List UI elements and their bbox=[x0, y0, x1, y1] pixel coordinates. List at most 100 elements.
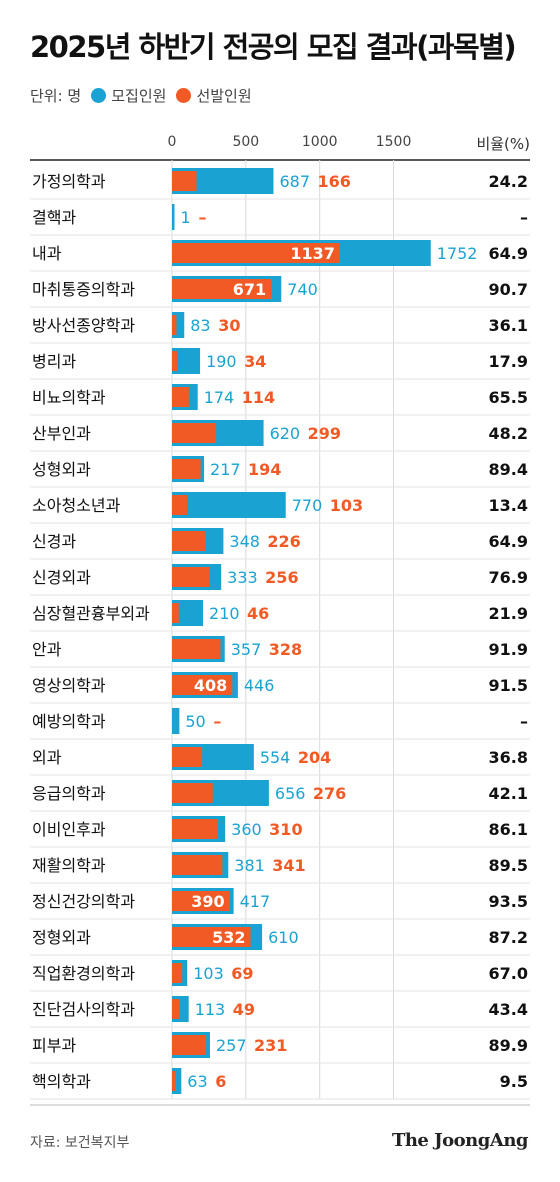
category-label: 진단검사의학과 bbox=[32, 1000, 135, 1019]
recruit-value-label: 113 bbox=[195, 1000, 226, 1019]
selected-value-label: 30 bbox=[218, 316, 240, 335]
selected-bar bbox=[172, 999, 180, 1019]
selected-bar bbox=[172, 351, 178, 371]
category-label: 핵의학과 bbox=[32, 1072, 91, 1091]
selected-bar bbox=[172, 315, 177, 335]
selected-value-label: 276 bbox=[313, 784, 346, 803]
ratio-value: 48.2 bbox=[489, 424, 528, 443]
ratio-value: 36.8 bbox=[489, 748, 528, 767]
ratio-value: 87.2 bbox=[489, 928, 528, 947]
selected-bar bbox=[172, 567, 210, 587]
category-label: 외과 bbox=[32, 748, 62, 767]
recruit-value-label: 1752 bbox=[437, 244, 478, 263]
recruit-value-label: 417 bbox=[240, 892, 271, 911]
selected-value-label: 114 bbox=[242, 388, 275, 407]
chart-title: 2025년 하반기 전공의 모집 결과(과목별) bbox=[30, 30, 517, 64]
selected-value-label: 408 bbox=[194, 676, 227, 695]
category-label: 영상의학과 bbox=[32, 676, 106, 695]
selected-bar bbox=[172, 243, 340, 263]
selected-value-label: 34 bbox=[244, 352, 266, 371]
category-label: 산부인과 bbox=[32, 424, 91, 443]
selected-bar bbox=[172, 747, 203, 767]
selected-value-label: 671 bbox=[233, 280, 266, 299]
ratio-value: 86.1 bbox=[489, 820, 528, 839]
selected-bar bbox=[172, 639, 221, 659]
legend: 단위: 명 모집인원 선발인원 bbox=[30, 85, 252, 106]
ratio-value: – bbox=[520, 712, 528, 731]
recruit-value-label: 174 bbox=[204, 388, 235, 407]
ratio-value: 24.2 bbox=[489, 172, 528, 191]
selected-legend-marker bbox=[176, 88, 192, 103]
selected-legend-label: 선발인원 bbox=[196, 87, 252, 105]
x-tick-label: 500 bbox=[232, 134, 259, 150]
category-label: 예방의학과 bbox=[32, 712, 106, 731]
category-label: 내과 bbox=[32, 244, 62, 263]
ratio-value: 91.9 bbox=[489, 640, 528, 659]
unit-label: 단위: 명 bbox=[30, 87, 82, 105]
selected-bar bbox=[172, 603, 179, 623]
recruit-value-label: 656 bbox=[275, 784, 306, 803]
source-note: 자료: 보건복지부 bbox=[30, 1135, 130, 1151]
recruit-value-label: 217 bbox=[210, 460, 241, 479]
selected-value-label: 390 bbox=[191, 892, 224, 911]
x-tick-label: 1000 bbox=[302, 134, 338, 150]
ratio-value: 76.9 bbox=[489, 568, 528, 587]
category-label: 심장혈관흉부외과 bbox=[32, 604, 150, 623]
recruit-bar bbox=[172, 204, 175, 230]
selected-value-label: 49 bbox=[233, 1000, 255, 1019]
recruit-value-label: 381 bbox=[234, 856, 265, 875]
ratio-value: 43.4 bbox=[489, 1000, 528, 1019]
ratio-value: 89.5 bbox=[489, 856, 528, 875]
selected-bar bbox=[172, 459, 201, 479]
category-label: 성형외과 bbox=[32, 460, 91, 479]
selected-bar bbox=[172, 819, 218, 839]
selected-value-label: 103 bbox=[330, 496, 363, 515]
ratio-value: 91.5 bbox=[489, 676, 528, 695]
recruit-value-label: 687 bbox=[279, 172, 310, 191]
selected-value-label: – bbox=[199, 208, 207, 227]
category-label: 이비인후과 bbox=[32, 820, 106, 839]
ratio-value: 42.1 bbox=[489, 784, 528, 803]
selected-bar bbox=[172, 531, 206, 551]
recruit-legend-marker bbox=[91, 88, 107, 103]
category-label: 소아청소년과 bbox=[32, 496, 121, 515]
ratio-value: 65.5 bbox=[489, 388, 528, 407]
selected-bar bbox=[172, 423, 217, 443]
selected-bar bbox=[172, 963, 183, 983]
ratio-value: 89.4 bbox=[489, 460, 528, 479]
selected-value-label: 226 bbox=[267, 532, 300, 551]
selected-value-label: 328 bbox=[269, 640, 302, 659]
ratio-value: 64.9 bbox=[489, 532, 528, 551]
ratio-column-header: 비율(%) bbox=[476, 135, 530, 153]
ratio-value: 21.9 bbox=[489, 604, 528, 623]
recruit-value-label: 63 bbox=[187, 1072, 207, 1091]
ratio-value: 64.9 bbox=[489, 244, 528, 263]
ratio-value: 89.9 bbox=[489, 1036, 528, 1055]
selected-value-label: 231 bbox=[254, 1036, 287, 1055]
selected-bar bbox=[172, 855, 223, 875]
ratio-value: – bbox=[520, 208, 528, 227]
brand-logo: The JoongAng bbox=[391, 1130, 529, 1151]
selected-bar bbox=[172, 495, 188, 515]
selected-value-label: 166 bbox=[317, 172, 350, 191]
recruit-bar bbox=[172, 1068, 182, 1094]
selected-value-label: 1137 bbox=[290, 244, 335, 263]
ratio-value: 67.0 bbox=[489, 964, 528, 983]
selected-value-label: 532 bbox=[212, 928, 245, 947]
category-label: 응급의학과 bbox=[32, 784, 106, 803]
category-label: 신경과 bbox=[32, 532, 76, 551]
selected-value-label: 310 bbox=[269, 820, 302, 839]
recruit-value-label: 190 bbox=[206, 352, 237, 371]
recruit-value-label: 83 bbox=[190, 316, 210, 335]
selected-value-label: 256 bbox=[265, 568, 298, 587]
recruit-value-label: 610 bbox=[268, 928, 299, 947]
recruit-value-label: 50 bbox=[185, 712, 205, 731]
recruit-value-label: 554 bbox=[260, 748, 291, 767]
ratio-value: 36.1 bbox=[489, 316, 528, 335]
x-tick-label: 1500 bbox=[376, 134, 412, 150]
recruit-value-label: 1 bbox=[181, 208, 191, 227]
ratio-value: 13.4 bbox=[489, 496, 528, 515]
category-label: 안과 bbox=[32, 640, 62, 659]
recruit-value-label: 446 bbox=[244, 676, 275, 695]
selected-bar bbox=[172, 1071, 176, 1091]
